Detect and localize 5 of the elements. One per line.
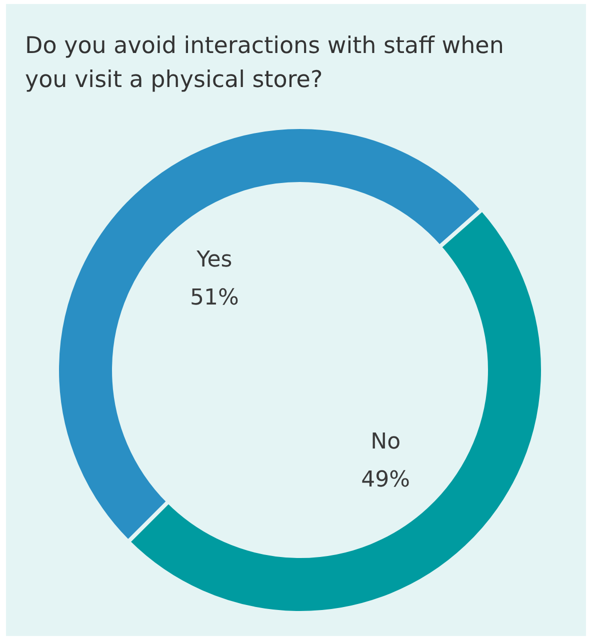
chart-title: Do you avoid interactions with staff when you visit a physical store? [25, 33, 512, 93]
data-label: 49% [361, 468, 410, 493]
data-label: 51% [190, 285, 239, 310]
slice-label: Yes [196, 247, 232, 272]
slice-label: No [370, 430, 401, 455]
